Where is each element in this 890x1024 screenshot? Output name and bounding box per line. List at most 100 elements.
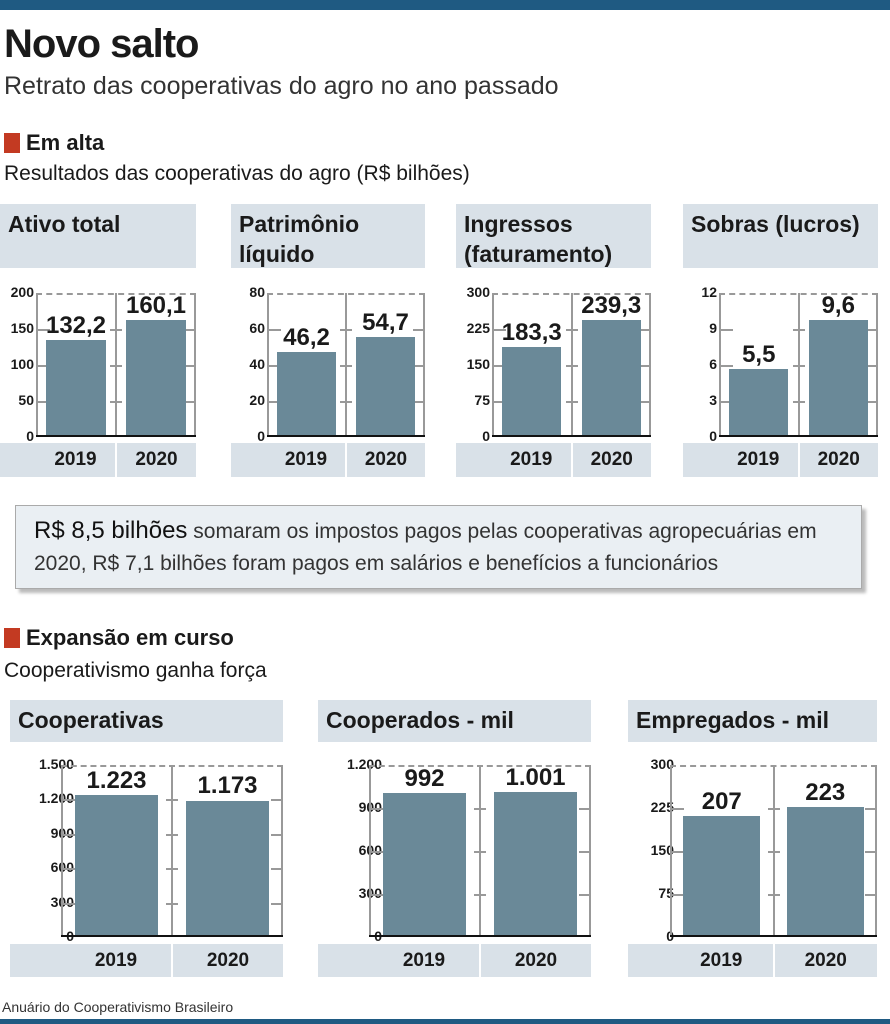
chart-title: Sobras (lucros) bbox=[683, 204, 878, 268]
chart-panel: Ativo total 0 50 100 150 200 2019 2020 132,2 160,… bbox=[0, 204, 196, 477]
tick-mark bbox=[565, 365, 578, 367]
gridline-vertical bbox=[797, 293, 800, 435]
tick-mark bbox=[413, 365, 425, 367]
data-label: 239,3 bbox=[581, 292, 642, 320]
tick-mark bbox=[639, 401, 651, 403]
tick-mark bbox=[166, 868, 178, 871]
plot-area: 992 1.001 bbox=[369, 763, 591, 937]
gridline-vertical bbox=[772, 765, 775, 935]
section-heading-em-alta: Em alta bbox=[4, 130, 104, 156]
x-tick-label: 2019 bbox=[456, 443, 571, 477]
tick-mark bbox=[639, 365, 651, 367]
y-tick-label: 1.200 bbox=[38, 790, 74, 807]
tick-mark bbox=[721, 401, 733, 403]
tick-mark bbox=[271, 868, 283, 871]
y-tick-label: 150 bbox=[466, 356, 490, 372]
y-tick-label: 0 bbox=[709, 428, 717, 444]
x-tick-label: 2020 bbox=[572, 443, 651, 477]
gridline-vertical bbox=[61, 765, 63, 935]
tick-mark bbox=[565, 401, 578, 403]
bar-2019 bbox=[75, 794, 158, 935]
data-label: 223 bbox=[805, 779, 846, 807]
plot-area: 207 223 bbox=[670, 765, 877, 937]
tick-mark bbox=[63, 799, 75, 802]
tick-mark bbox=[63, 833, 75, 836]
gridline-vertical bbox=[267, 293, 269, 435]
top-stripe bbox=[0, 0, 890, 10]
x-tick-label: 2020 bbox=[774, 944, 877, 977]
data-label: 1.173 bbox=[197, 772, 258, 800]
gridline-top bbox=[61, 765, 283, 767]
tick-mark bbox=[110, 365, 122, 367]
x-tick-label: 2019 bbox=[628, 944, 773, 977]
tick-mark bbox=[865, 894, 877, 896]
tick-mark bbox=[721, 365, 733, 367]
bar-2020 bbox=[126, 319, 186, 435]
y-tick-label: 0 bbox=[257, 428, 265, 444]
bar-2020 bbox=[786, 807, 864, 935]
gridline-vertical bbox=[423, 293, 425, 435]
source-note: Anuário do Cooperativismo Brasileiro bbox=[2, 999, 234, 1015]
tick-mark bbox=[166, 799, 178, 802]
chart-panel: Cooperativas03006009001.2001.50020192020… bbox=[10, 700, 283, 977]
tick-mark bbox=[767, 851, 780, 853]
tick-mark bbox=[271, 833, 283, 836]
y-tick-label: 80 bbox=[249, 284, 265, 300]
y-tick-label: 1.200 bbox=[346, 756, 382, 772]
section-subheading: Resultados das cooperativas do agro (R$ … bbox=[4, 162, 470, 185]
tick-mark bbox=[866, 401, 878, 403]
tick-mark bbox=[166, 902, 178, 905]
gridline-vertical bbox=[492, 293, 494, 435]
y-tick-label: 40 bbox=[249, 356, 265, 372]
tick-mark bbox=[494, 401, 506, 403]
x-tick-label: 2019 bbox=[231, 443, 345, 477]
red-square-icon bbox=[4, 628, 20, 648]
y-tick-label: 60 bbox=[249, 320, 265, 336]
tick-mark bbox=[579, 851, 591, 853]
y-tick-label: 20 bbox=[249, 392, 265, 408]
tick-mark bbox=[371, 894, 383, 896]
tick-mark bbox=[184, 401, 196, 403]
y-tick-label: 225 bbox=[466, 320, 490, 336]
tick-mark bbox=[269, 401, 281, 403]
section-heading-text: Expansão em curso bbox=[26, 625, 234, 650]
data-label: 132,2 bbox=[45, 311, 107, 339]
tick-mark bbox=[474, 894, 486, 896]
tick-mark bbox=[38, 329, 50, 331]
gridline-vertical bbox=[875, 765, 877, 935]
bar-2020 bbox=[356, 336, 415, 435]
data-label: 5,5 bbox=[742, 341, 776, 368]
bar-2020 bbox=[494, 791, 577, 935]
tick-mark bbox=[494, 329, 506, 331]
section-heading-text: Em alta bbox=[26, 130, 105, 155]
tick-mark bbox=[271, 902, 283, 905]
tick-mark bbox=[413, 401, 425, 403]
data-label: 46,2 bbox=[283, 323, 330, 351]
data-label: 1.001 bbox=[505, 763, 566, 791]
tick-mark bbox=[184, 365, 196, 367]
tick-mark bbox=[865, 808, 877, 810]
gridline-top bbox=[267, 293, 425, 295]
gridline-vertical bbox=[345, 293, 347, 435]
red-square-icon bbox=[4, 133, 20, 153]
bar-2019 bbox=[277, 351, 336, 435]
bar-2020 bbox=[186, 800, 269, 935]
tick-mark bbox=[792, 401, 805, 403]
section-subheading: Cooperativismo ganha força bbox=[4, 659, 267, 682]
tick-mark bbox=[579, 808, 591, 810]
tick-mark bbox=[63, 868, 75, 871]
page-title: Novo salto bbox=[4, 22, 199, 66]
tick-mark bbox=[38, 365, 50, 367]
chart-panel: Patrimônio líquido 0 20 40 60 80 2019 2020 46,2 5… bbox=[231, 204, 425, 477]
bar-2019 bbox=[383, 792, 466, 935]
tick-mark bbox=[340, 329, 352, 331]
y-tick-label: 200 bbox=[10, 284, 34, 300]
data-label: 183,3 bbox=[501, 319, 562, 347]
chart-panel: Cooperados - mil03006009001.200201920209… bbox=[318, 700, 591, 977]
callout-highlight: R$ 8,5 bilhões bbox=[34, 517, 188, 544]
plot-area: 132,2 160,1 bbox=[36, 292, 196, 437]
y-tick-label: 0 bbox=[482, 428, 490, 444]
x-tick-label: 2019 bbox=[683, 443, 798, 477]
page-subtitle: Retrato das cooperativas do agro no ano … bbox=[4, 72, 559, 100]
chart-panel: Empregados - mil 0 75 150 225 300 2019 2020 207 2… bbox=[628, 700, 877, 977]
